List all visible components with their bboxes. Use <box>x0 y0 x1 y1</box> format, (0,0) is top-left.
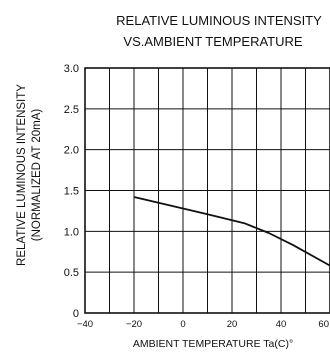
y-tick-label: 0 <box>73 308 79 320</box>
y-axis-label-line-2: (NORMALIZED AT 20mA) <box>31 109 43 242</box>
series-layer <box>133 196 330 267</box>
y-tick-label: 2.5 <box>64 104 79 116</box>
y-tick-label: 1.5 <box>64 186 79 198</box>
plot-frame <box>84 67 330 314</box>
grid <box>85 68 330 313</box>
y-axis-label-line-1: RELATIVE LUMINOUS INTENSITY <box>16 84 28 266</box>
x-tick-label: 40 <box>276 319 287 330</box>
y-tick-labels: 0 0.5 1.0 1.5 2.0 2.5 3.0 <box>64 63 79 320</box>
x-tick-label: 60 <box>318 319 329 330</box>
x-tick-label: −20 <box>126 319 142 330</box>
x-tick-label: 0 <box>180 319 185 330</box>
y-tick-label: 1.0 <box>64 226 79 238</box>
x-tick-label: 20 <box>227 319 238 330</box>
y-tick-label: 0.5 <box>64 267 79 279</box>
y-tick-label: 2.0 <box>64 145 79 157</box>
y-tick-label: 3.0 <box>64 63 79 75</box>
x-axis-label: AMBIENT TEMPERATURE Ta(C)° <box>133 338 293 350</box>
x-tick-label: −40 <box>77 319 93 330</box>
chart-title-line-2: VS.AMBIENT TEMPERATURE <box>123 34 302 49</box>
x-tick-labels: −40 −20 0 20 40 60 <box>77 319 329 330</box>
series-line <box>133 196 330 267</box>
chart-title-line-1: RELATIVE LUMINOUS INTENSITY <box>116 13 322 28</box>
